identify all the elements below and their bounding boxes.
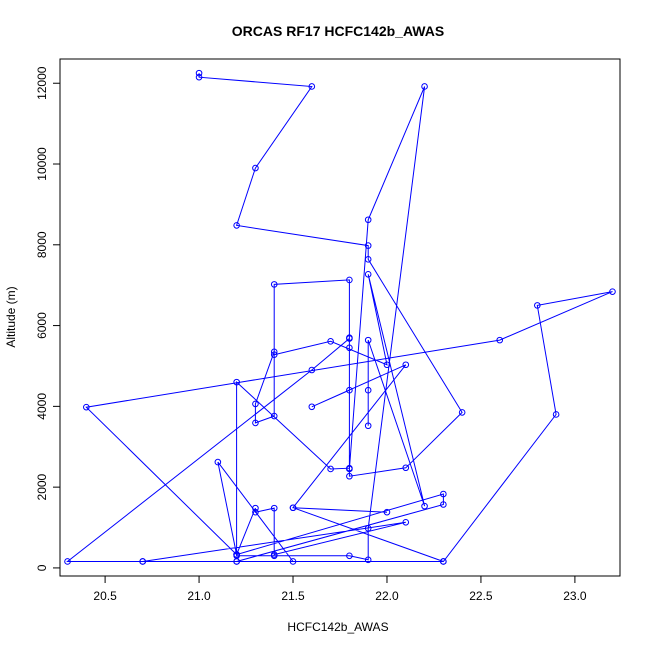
data-point [346,386,353,394]
plot-frame [59,58,621,577]
data-point [383,508,391,516]
series-line [66,73,613,563]
y-tick-label: 6000 [35,312,49,339]
data-point [440,501,447,508]
y-axis: 0 2000 4000 6000 8000 10000 12000 [35,66,61,571]
data-point [252,504,259,512]
data-point [214,458,222,466]
data-point [233,378,240,386]
data-point [139,558,146,565]
data-point [346,464,353,472]
data-point [402,361,410,369]
data-point [83,403,90,411]
data-point [421,502,428,510]
data-point [346,344,353,352]
x-tick-label: 22.0 [375,589,399,603]
data-point [364,242,372,249]
data-point [270,281,278,288]
data-point [308,83,316,90]
y-tick-label: 2000 [35,473,49,500]
y-tick-label: 0 [35,564,49,571]
x-tick-label: 21.5 [281,589,305,603]
y-tick-label: 4000 [35,393,49,420]
x-axis-label: HCFC142b_AWAS [287,620,388,634]
data-point [383,361,391,369]
data-point [421,83,428,90]
data-point [233,558,240,565]
data-point [252,164,259,172]
y-tick-label: 12000 [35,66,49,100]
data-point [270,504,278,512]
data-point [64,558,71,565]
data-point [364,386,372,394]
x-tick-label: 20.5 [93,589,117,603]
chart-title: ORCAS RF17 HCFC142b_AWAS [232,23,444,39]
data-point [364,270,372,278]
data-point [552,411,560,418]
data-point [440,490,447,498]
data-point [195,73,203,81]
data-point [609,288,616,295]
data-point [289,558,297,565]
data-point [270,412,278,420]
data-point [195,69,203,77]
data-point [308,403,316,411]
data-point [327,465,334,473]
data-point [270,348,278,356]
data-point [308,366,316,374]
data-point [364,336,372,344]
data-point [440,558,447,565]
data-point [327,338,334,345]
x-tick-label: 23.0 [563,589,587,603]
data-point [458,409,466,416]
x-axis: 20.5 21.0 21.5 22.0 22.5 23.0 [93,575,587,603]
data-point [534,302,541,309]
data-point [364,256,372,263]
data-point [233,551,240,558]
data-point [402,518,410,526]
y-tick-label: 8000 [35,231,49,258]
data-point [364,216,372,224]
data-point [364,556,372,564]
data-point [496,336,504,344]
y-tick-label: 10000 [35,147,49,181]
y-axis-label: Altitude (m) [4,286,18,347]
x-tick-label: 21.0 [187,589,211,603]
data-point [252,400,259,408]
data-point [364,422,372,430]
data-point [346,552,353,560]
data-point [346,334,353,341]
data-point [346,472,353,480]
series-layer [64,69,616,565]
data-point [270,551,278,558]
x-tick-label: 22.5 [469,589,493,603]
data-point [270,351,278,358]
data-point [346,276,353,284]
data-point [252,419,259,427]
data-point [252,508,259,516]
data-point [402,464,410,472]
data-point [289,504,297,512]
data-point [364,525,372,532]
data-point [233,222,240,229]
